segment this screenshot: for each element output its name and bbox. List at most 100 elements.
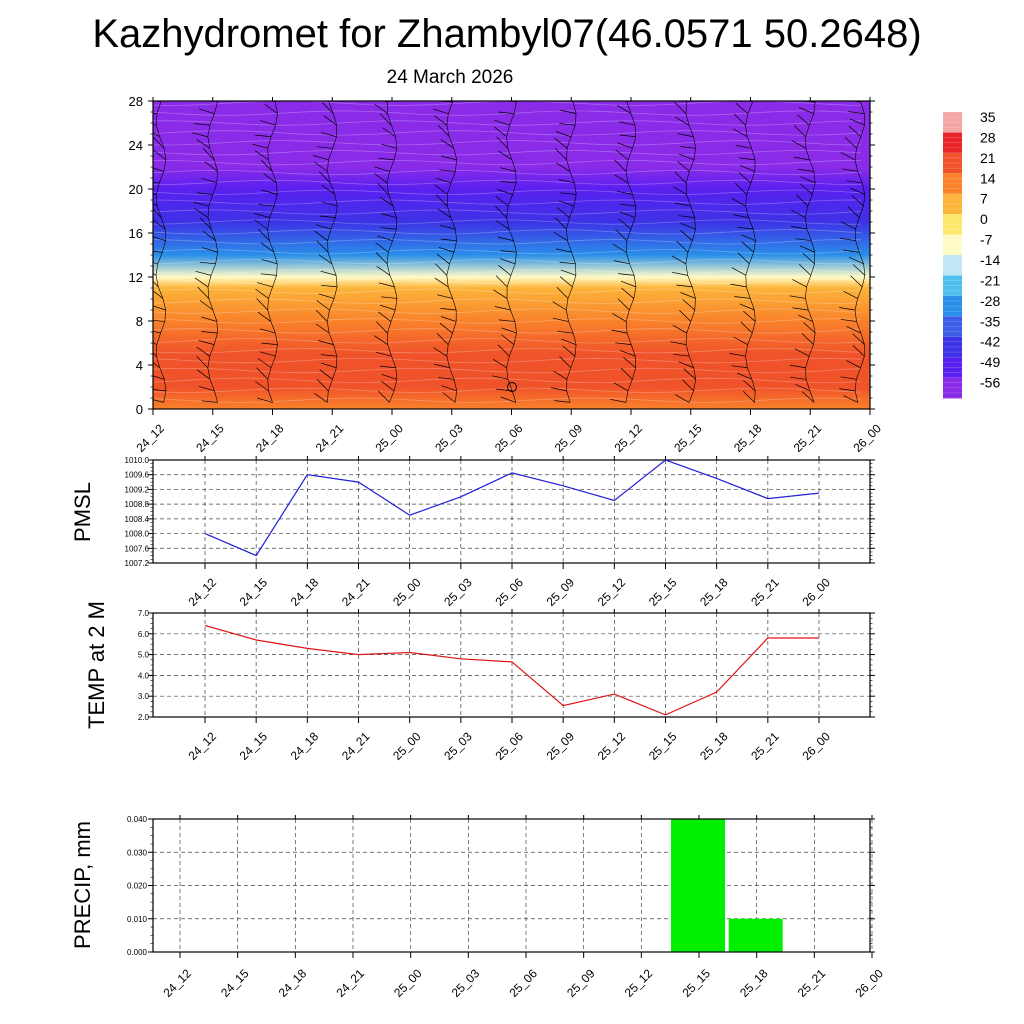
wind-barb [316,146,333,149]
wind-barb [153,280,159,288]
wind-barb [379,304,396,311]
wind-barb [381,380,395,392]
xtick-label: 26_00 [852,966,886,1000]
contour-line [153,150,862,156]
heat-ytick-label: 20 [129,182,143,197]
wind-barb [321,201,338,207]
xtick-label: 25_09 [544,575,578,609]
wind-barb [616,190,633,195]
wind-barb [846,360,861,369]
wind-barb [198,108,215,114]
wind-barb [500,396,517,403]
wind-barb [196,356,209,368]
wind-barb [199,261,216,265]
wind-barb [733,336,748,345]
xtick-label: 25_15 [679,966,713,1000]
xtick-label: 24_18 [288,575,322,609]
wind-barb [839,307,856,311]
wind-barb [321,184,336,195]
wind-barb [617,298,630,311]
heat-ytick-label: 24 [129,138,143,153]
ytick-label: 1010.0 [125,456,150,465]
heat-xtick-label: 25_06 [492,421,526,455]
heat-xtick-label: 25_21 [791,421,825,455]
ytick-label: 1009.6 [125,471,150,480]
wind-barb [791,140,807,149]
wind-barb [610,398,627,403]
wind-barb [678,215,695,218]
wind-barb [560,269,577,276]
wind-barb [255,134,272,138]
wind-barb [153,167,164,172]
wind-barb [674,202,691,207]
wind-barb [612,243,627,253]
wind-barb [153,389,167,392]
wind-barb [204,161,218,172]
wind-barb [739,157,756,161]
wind-barb [440,238,457,242]
xtick-label: 25_18 [697,575,731,609]
wind-barb [840,318,857,322]
wind-barb [495,275,508,288]
wind-barb [261,259,278,265]
wind-barb [258,228,270,241]
wind-barb [496,136,508,149]
wind-barb [733,128,748,138]
wind-barb [674,102,687,114]
wind-barb [683,368,696,380]
wind-barb [501,334,515,345]
wind-barb [675,116,690,126]
heat-xtick-label: 25_03 [432,421,466,455]
wind-barb [376,266,391,276]
wind-barb [260,351,276,357]
wind-barb [439,224,456,230]
contour-line [153,159,862,166]
colorbar-segment [943,214,962,236]
xtick-label: 24_15 [237,575,271,609]
wind-barb [315,323,330,334]
wind-barb [153,202,158,207]
wind-barb [201,331,218,334]
colorbar-label: -14 [980,252,1000,268]
heat-xtick-label: 24_21 [313,421,347,455]
wind-barb [731,267,747,276]
wind-barb [441,155,457,161]
contour-line [153,268,862,275]
wind-barb [797,169,814,172]
wind-barb [320,354,337,357]
wind-barb [556,162,571,172]
wind-barb [844,136,857,149]
wind-barb [432,108,449,114]
wind-barb-staff [565,102,577,403]
precip-panel: 0.040 0.030 0.020 0.010 0.000 24_12 24_15 24_18… [70,815,886,1000]
wind-barb [201,177,217,184]
xtick-label: 24_18 [276,966,310,1000]
wind-barb [739,165,755,172]
wind-barb [198,340,215,345]
colorbar-segment [943,152,962,174]
wind-barb [673,353,690,357]
wind-barb [379,365,396,369]
colorbar-label: -21 [980,272,1000,288]
wind-barb [613,382,629,392]
wind-barb [619,203,636,207]
wind-barb [674,171,687,184]
wind-barb [153,250,163,253]
colorbar-segment [943,336,962,358]
wind-barb [441,385,457,392]
xtick-label: 25_03 [441,575,475,609]
ytick-label: 1008.8 [125,500,150,509]
wind-barb [675,394,690,403]
wind-barb [438,246,455,253]
wind-barb [378,157,395,161]
wind-barb [256,367,269,380]
heat-ytick-label: 28 [129,94,143,109]
wind-barb [382,127,396,138]
wind-barb [153,319,165,322]
wind-barb [682,379,694,392]
wind-barb [435,177,452,184]
wind-barb [852,101,861,103]
wind-barb [153,375,165,380]
panel-frame [152,612,871,718]
